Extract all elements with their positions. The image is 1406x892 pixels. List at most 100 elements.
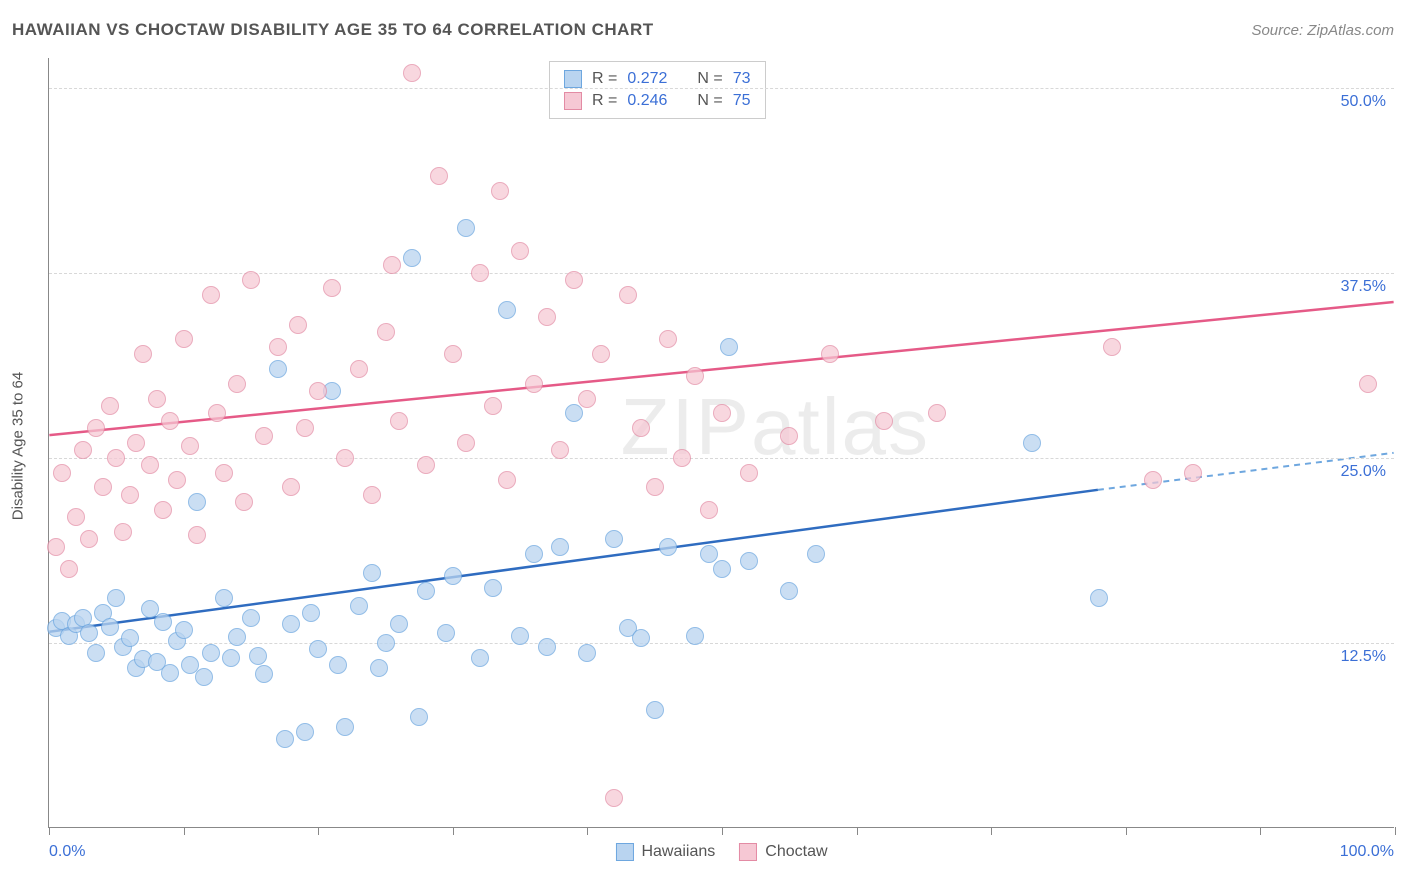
data-point-hawaiians [370,659,388,677]
data-point-choctaw [377,323,395,341]
data-point-choctaw [235,493,253,511]
data-point-hawaiians [525,545,543,563]
data-point-choctaw [350,360,368,378]
data-point-choctaw [457,434,475,452]
data-point-hawaiians [363,564,381,582]
data-point-hawaiians [780,582,798,600]
data-point-hawaiians [249,647,267,665]
stat-r-label: R = [592,70,617,88]
data-point-choctaw [484,397,502,415]
legend-swatch [564,92,582,110]
data-point-choctaw [107,449,125,467]
data-point-hawaiians [188,493,206,511]
data-point-choctaw [148,390,166,408]
stat-n-value: 73 [733,70,751,88]
data-point-hawaiians [632,629,650,647]
data-point-choctaw [289,316,307,334]
data-point-choctaw [498,471,516,489]
data-point-hawaiians [444,567,462,585]
data-point-choctaw [101,397,119,415]
stat-n-label: N = [697,92,722,110]
data-point-hawaiians [336,718,354,736]
data-point-choctaw [175,330,193,348]
title-bar: HAWAIIAN VS CHOCTAW DISABILITY AGE 35 TO… [12,20,1394,40]
data-point-choctaw [444,345,462,363]
data-point-choctaw [551,441,569,459]
series-legend-label: Choctaw [765,843,827,861]
xtick [318,827,319,835]
data-point-choctaw [228,375,246,393]
data-point-choctaw [181,437,199,455]
data-point-hawaiians [101,618,119,636]
data-point-choctaw [134,345,152,363]
data-point-hawaiians [578,644,596,662]
data-point-hawaiians [403,249,421,267]
xtick [722,827,723,835]
stat-n-label: N = [697,70,722,88]
data-point-choctaw [821,345,839,363]
gridline [49,88,1394,89]
data-point-choctaw [592,345,610,363]
ytick-label: 50.0% [1341,93,1386,111]
data-point-choctaw [390,412,408,430]
data-point-choctaw [605,789,623,807]
data-point-hawaiians [511,627,529,645]
data-point-hawaiians [471,649,489,667]
data-point-hawaiians [807,545,825,563]
data-point-choctaw [525,375,543,393]
data-point-choctaw [538,308,556,326]
gridline [49,458,1394,459]
series-legend-item: Hawaiians [615,843,715,861]
data-point-choctaw [188,526,206,544]
data-point-choctaw [673,449,691,467]
ytick-label: 12.5% [1341,648,1386,666]
series-legend-label: Hawaiians [641,843,715,861]
data-point-hawaiians [80,624,98,642]
data-point-choctaw [121,486,139,504]
data-point-choctaw [511,242,529,260]
data-point-choctaw [141,456,159,474]
xaxis-min-label: 0.0% [49,843,85,861]
data-point-choctaw [282,478,300,496]
data-point-hawaiians [720,338,738,356]
data-point-hawaiians [269,360,287,378]
xtick [184,827,185,835]
data-point-hawaiians [498,301,516,319]
trendline-hawaiians [49,490,1098,632]
data-point-choctaw [632,419,650,437]
source-label: Source: ZipAtlas.com [1251,22,1394,39]
data-point-choctaw [53,464,71,482]
data-point-choctaw [309,382,327,400]
ytick-label: 37.5% [1341,278,1386,296]
data-point-choctaw [875,412,893,430]
chart-title: HAWAIIAN VS CHOCTAW DISABILITY AGE 35 TO… [12,20,654,40]
xtick [1126,827,1127,835]
data-point-hawaiians [1023,434,1041,452]
data-point-hawaiians [202,644,220,662]
data-point-hawaiians [740,552,758,570]
data-point-choctaw [154,501,172,519]
data-point-choctaw [646,478,664,496]
data-point-choctaw [619,286,637,304]
data-point-hawaiians [161,664,179,682]
data-point-choctaw [94,478,112,496]
data-point-choctaw [430,167,448,185]
data-point-choctaw [202,286,220,304]
data-point-hawaiians [350,597,368,615]
data-point-choctaw [87,419,105,437]
data-point-hawaiians [713,560,731,578]
data-point-choctaw [780,427,798,445]
data-point-choctaw [417,456,435,474]
data-point-hawaiians [410,708,428,726]
series-legend: Hawaiians Choctaw [615,843,827,861]
gridline [49,643,1394,644]
data-point-choctaw [686,367,704,385]
xaxis-max-label: 100.0% [1340,843,1394,861]
stats-legend: R =0.272N =73R =0.246N =75 [549,61,766,119]
data-point-hawaiians [437,624,455,642]
data-point-hawaiians [242,609,260,627]
data-point-hawaiians [700,545,718,563]
data-point-choctaw [47,538,65,556]
data-point-choctaw [363,486,381,504]
data-point-hawaiians [686,627,704,645]
